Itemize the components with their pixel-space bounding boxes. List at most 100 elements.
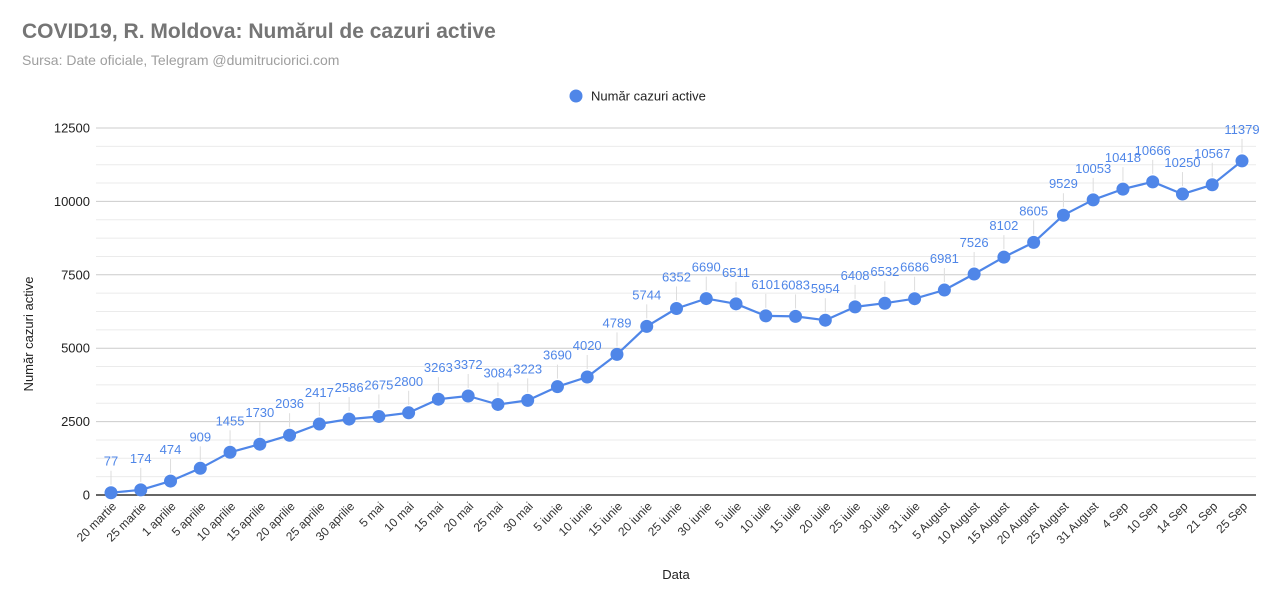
x-tick-label: 30 iunie [675, 499, 715, 539]
data-label: 7526 [960, 235, 989, 250]
data-point [461, 389, 475, 403]
data-label: 1730 [245, 405, 274, 420]
data-point [848, 300, 862, 314]
data-point [550, 380, 564, 394]
data-label: 10053 [1075, 161, 1111, 176]
data-label: 4020 [573, 338, 602, 353]
data-point [1056, 208, 1070, 222]
legend-label: Număr cazuri active [591, 89, 706, 104]
data-label: 4789 [603, 315, 632, 330]
data-point [491, 397, 505, 411]
data-label: 2586 [335, 380, 364, 395]
data-label: 6083 [781, 277, 810, 292]
data-label: 10418 [1105, 150, 1141, 165]
data-point [223, 445, 237, 459]
x-tick-label: 14 Sep [1154, 499, 1191, 536]
data-label: 8102 [989, 218, 1018, 233]
data-point [997, 250, 1011, 264]
data-point [104, 486, 118, 500]
data-point [164, 474, 178, 488]
data-point [372, 409, 386, 423]
data-point [253, 437, 267, 451]
x-tick-label: 30 iulie [856, 499, 893, 536]
data-label: 474 [160, 442, 182, 457]
data-label: 6690 [692, 260, 721, 275]
x-tick-label: 20 iulie [797, 499, 834, 536]
data-label: 3690 [543, 348, 572, 363]
data-point [1146, 175, 1160, 189]
data-point [937, 283, 951, 297]
x-tick-label: 15 mai [411, 499, 446, 534]
x-tick-label: 25 mai [471, 499, 506, 534]
chart-subtitle: Sursa: Date oficiale, Telegram @dumitruc… [22, 52, 340, 68]
x-tick-label: 30 mai [500, 499, 535, 534]
y-tick-label: 7500 [61, 267, 90, 282]
data-label: 6101 [751, 277, 780, 292]
data-label: 11379 [1224, 122, 1259, 137]
data-label: 8605 [1019, 203, 1048, 218]
series-line [110, 160, 1243, 494]
data-label: 5954 [811, 281, 840, 296]
data-point [402, 406, 416, 420]
data-point [789, 309, 803, 323]
data-label: 10250 [1164, 155, 1200, 170]
data-point [610, 347, 624, 361]
x-tick-label: 25 Sep [1213, 499, 1250, 536]
data-label: 9529 [1049, 176, 1078, 191]
data-label: 6352 [662, 270, 691, 285]
data-label: 2036 [275, 396, 304, 411]
data-point [818, 313, 832, 327]
data-point [967, 267, 981, 281]
data-label: 174 [130, 451, 152, 466]
data-point [193, 461, 207, 475]
data-point [312, 417, 326, 431]
y-tick-label: 12500 [54, 121, 90, 136]
data-point [1086, 193, 1100, 207]
data-label: 3372 [454, 357, 483, 372]
data-label: 1455 [216, 413, 245, 428]
data-label: 3263 [424, 360, 453, 375]
data-point [699, 292, 713, 306]
y-tick-label: 2500 [61, 414, 90, 429]
x-tick-label: 21 Sep [1184, 499, 1221, 536]
legend-marker [569, 89, 583, 103]
x-tick-label: 15 iulie [767, 499, 804, 536]
data-label: 10567 [1194, 146, 1230, 161]
data-point [1175, 187, 1189, 201]
data-label: 2675 [364, 377, 393, 392]
data-label: 5744 [632, 287, 661, 302]
data-point [521, 393, 535, 407]
data-label: 6408 [841, 268, 870, 283]
data-point [431, 392, 445, 406]
data-point [1235, 154, 1249, 168]
data-label: 2417 [305, 385, 334, 400]
data-label: 6981 [930, 251, 959, 266]
data-point [342, 412, 356, 426]
data-point [580, 370, 594, 384]
x-axis-title: Data [662, 567, 690, 582]
data-point [729, 297, 743, 311]
x-tick-label: 10 iulie [737, 499, 774, 536]
x-tick-label: 20 mai [441, 499, 476, 534]
data-point [1027, 235, 1041, 249]
data-point [1205, 178, 1219, 192]
data-point [1116, 182, 1130, 196]
data-point [878, 296, 892, 310]
x-tick-label: 10 Sep [1124, 499, 1161, 536]
data-label: 2800 [394, 374, 423, 389]
y-tick-label: 10000 [54, 194, 90, 209]
data-point [759, 309, 773, 323]
y-tick-label: 5000 [61, 341, 90, 356]
y-tick-label: 0 [83, 488, 90, 503]
x-tick-label: 25 iulie [826, 499, 863, 536]
data-label: 10666 [1135, 143, 1171, 158]
data-label: 6532 [870, 264, 899, 279]
x-tick-label: 10 mai [381, 499, 416, 534]
data-point [283, 428, 297, 442]
data-point [670, 302, 683, 316]
data-label: 3084 [483, 365, 512, 380]
data-point [908, 292, 922, 306]
data-label: 909 [189, 429, 211, 444]
data-point [134, 483, 148, 497]
